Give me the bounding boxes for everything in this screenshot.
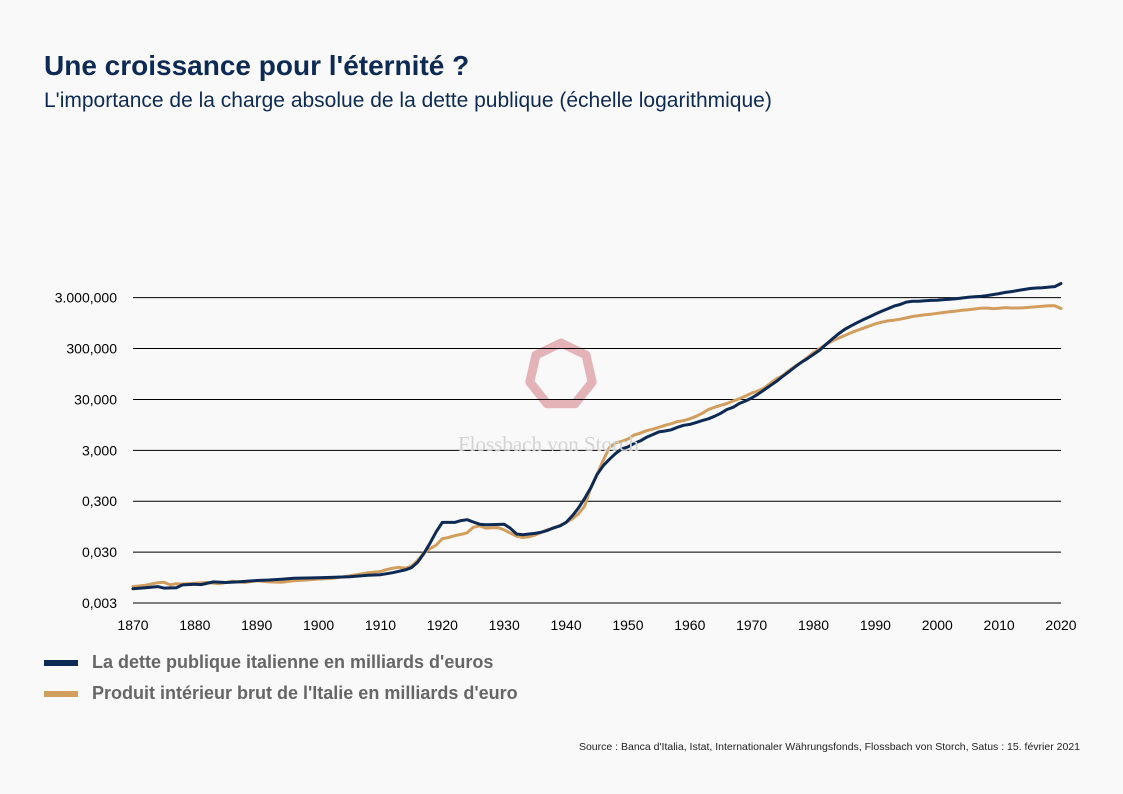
watermark-logo [525, 338, 597, 409]
series-line-debt [131, 282, 1063, 591]
watermark-heptagon [525, 338, 597, 409]
chart-title: Une croissance pour l'éternité ? [44, 50, 470, 81]
x-tick-label: 1910 [365, 617, 396, 633]
y-tick-label: 300,000 [66, 341, 117, 357]
series-line-gdp [131, 304, 1063, 589]
x-tick-label: 1950 [612, 617, 643, 633]
x-tick-label: 1990 [860, 617, 891, 633]
series-lines [131, 282, 1063, 591]
legend-label-debt: La dette publique italienne en milliards… [92, 652, 494, 672]
x-tick-label: 1890 [241, 617, 272, 633]
x-tick-label: 2010 [984, 617, 1015, 633]
y-tick-label: 0,003 [82, 595, 117, 611]
chart-subtitle: L'importance de la charge absolue de la … [44, 89, 772, 112]
x-axis-ticks: 1870 1880 1890 1900 1910 1920 1930 1940 1950 1960… [117, 617, 1076, 633]
y-tick-label: 3,000 [82, 442, 117, 458]
y-tick-label: 30,000 [74, 391, 117, 407]
source-note: Source : Banca d'Italia, Istat, Internat… [578, 741, 1080, 753]
y-tick-label: 0,030 [82, 544, 117, 560]
x-tick-label: 1920 [427, 617, 458, 633]
x-tick-label: 1940 [550, 617, 581, 633]
watermark-text: Flossbach von Storch [458, 432, 639, 456]
y-tick-label: 0,300 [82, 493, 117, 509]
y-axis-ticks: 0,003 0,030 0,300 3,000 30,000 300,000 3.000,0… [55, 290, 118, 611]
legend-swatch-debt [44, 659, 78, 666]
x-tick-label: 1970 [736, 617, 767, 633]
x-tick-label: 1930 [489, 617, 520, 633]
legend-label-gdp: Produit intérieur brut de l'Italie en mi… [92, 683, 518, 703]
legend-swatch-gdp [44, 690, 78, 697]
x-tick-label: 2020 [1045, 617, 1076, 633]
grid-lines [133, 297, 1061, 604]
x-tick-label: 1880 [179, 617, 210, 633]
legend-item-gdp: Produit intérieur brut de l'Italie en mi… [44, 683, 518, 704]
x-tick-label: 1900 [303, 617, 334, 633]
y-tick-label: 3.000,000 [55, 290, 117, 306]
x-tick-label: 1980 [798, 617, 829, 633]
x-tick-label: 2000 [922, 617, 953, 633]
x-tick-label: 1870 [117, 617, 148, 633]
x-tick-label: 1960 [674, 617, 705, 633]
legend-item-debt: La dette publique italienne en milliards… [44, 652, 493, 673]
